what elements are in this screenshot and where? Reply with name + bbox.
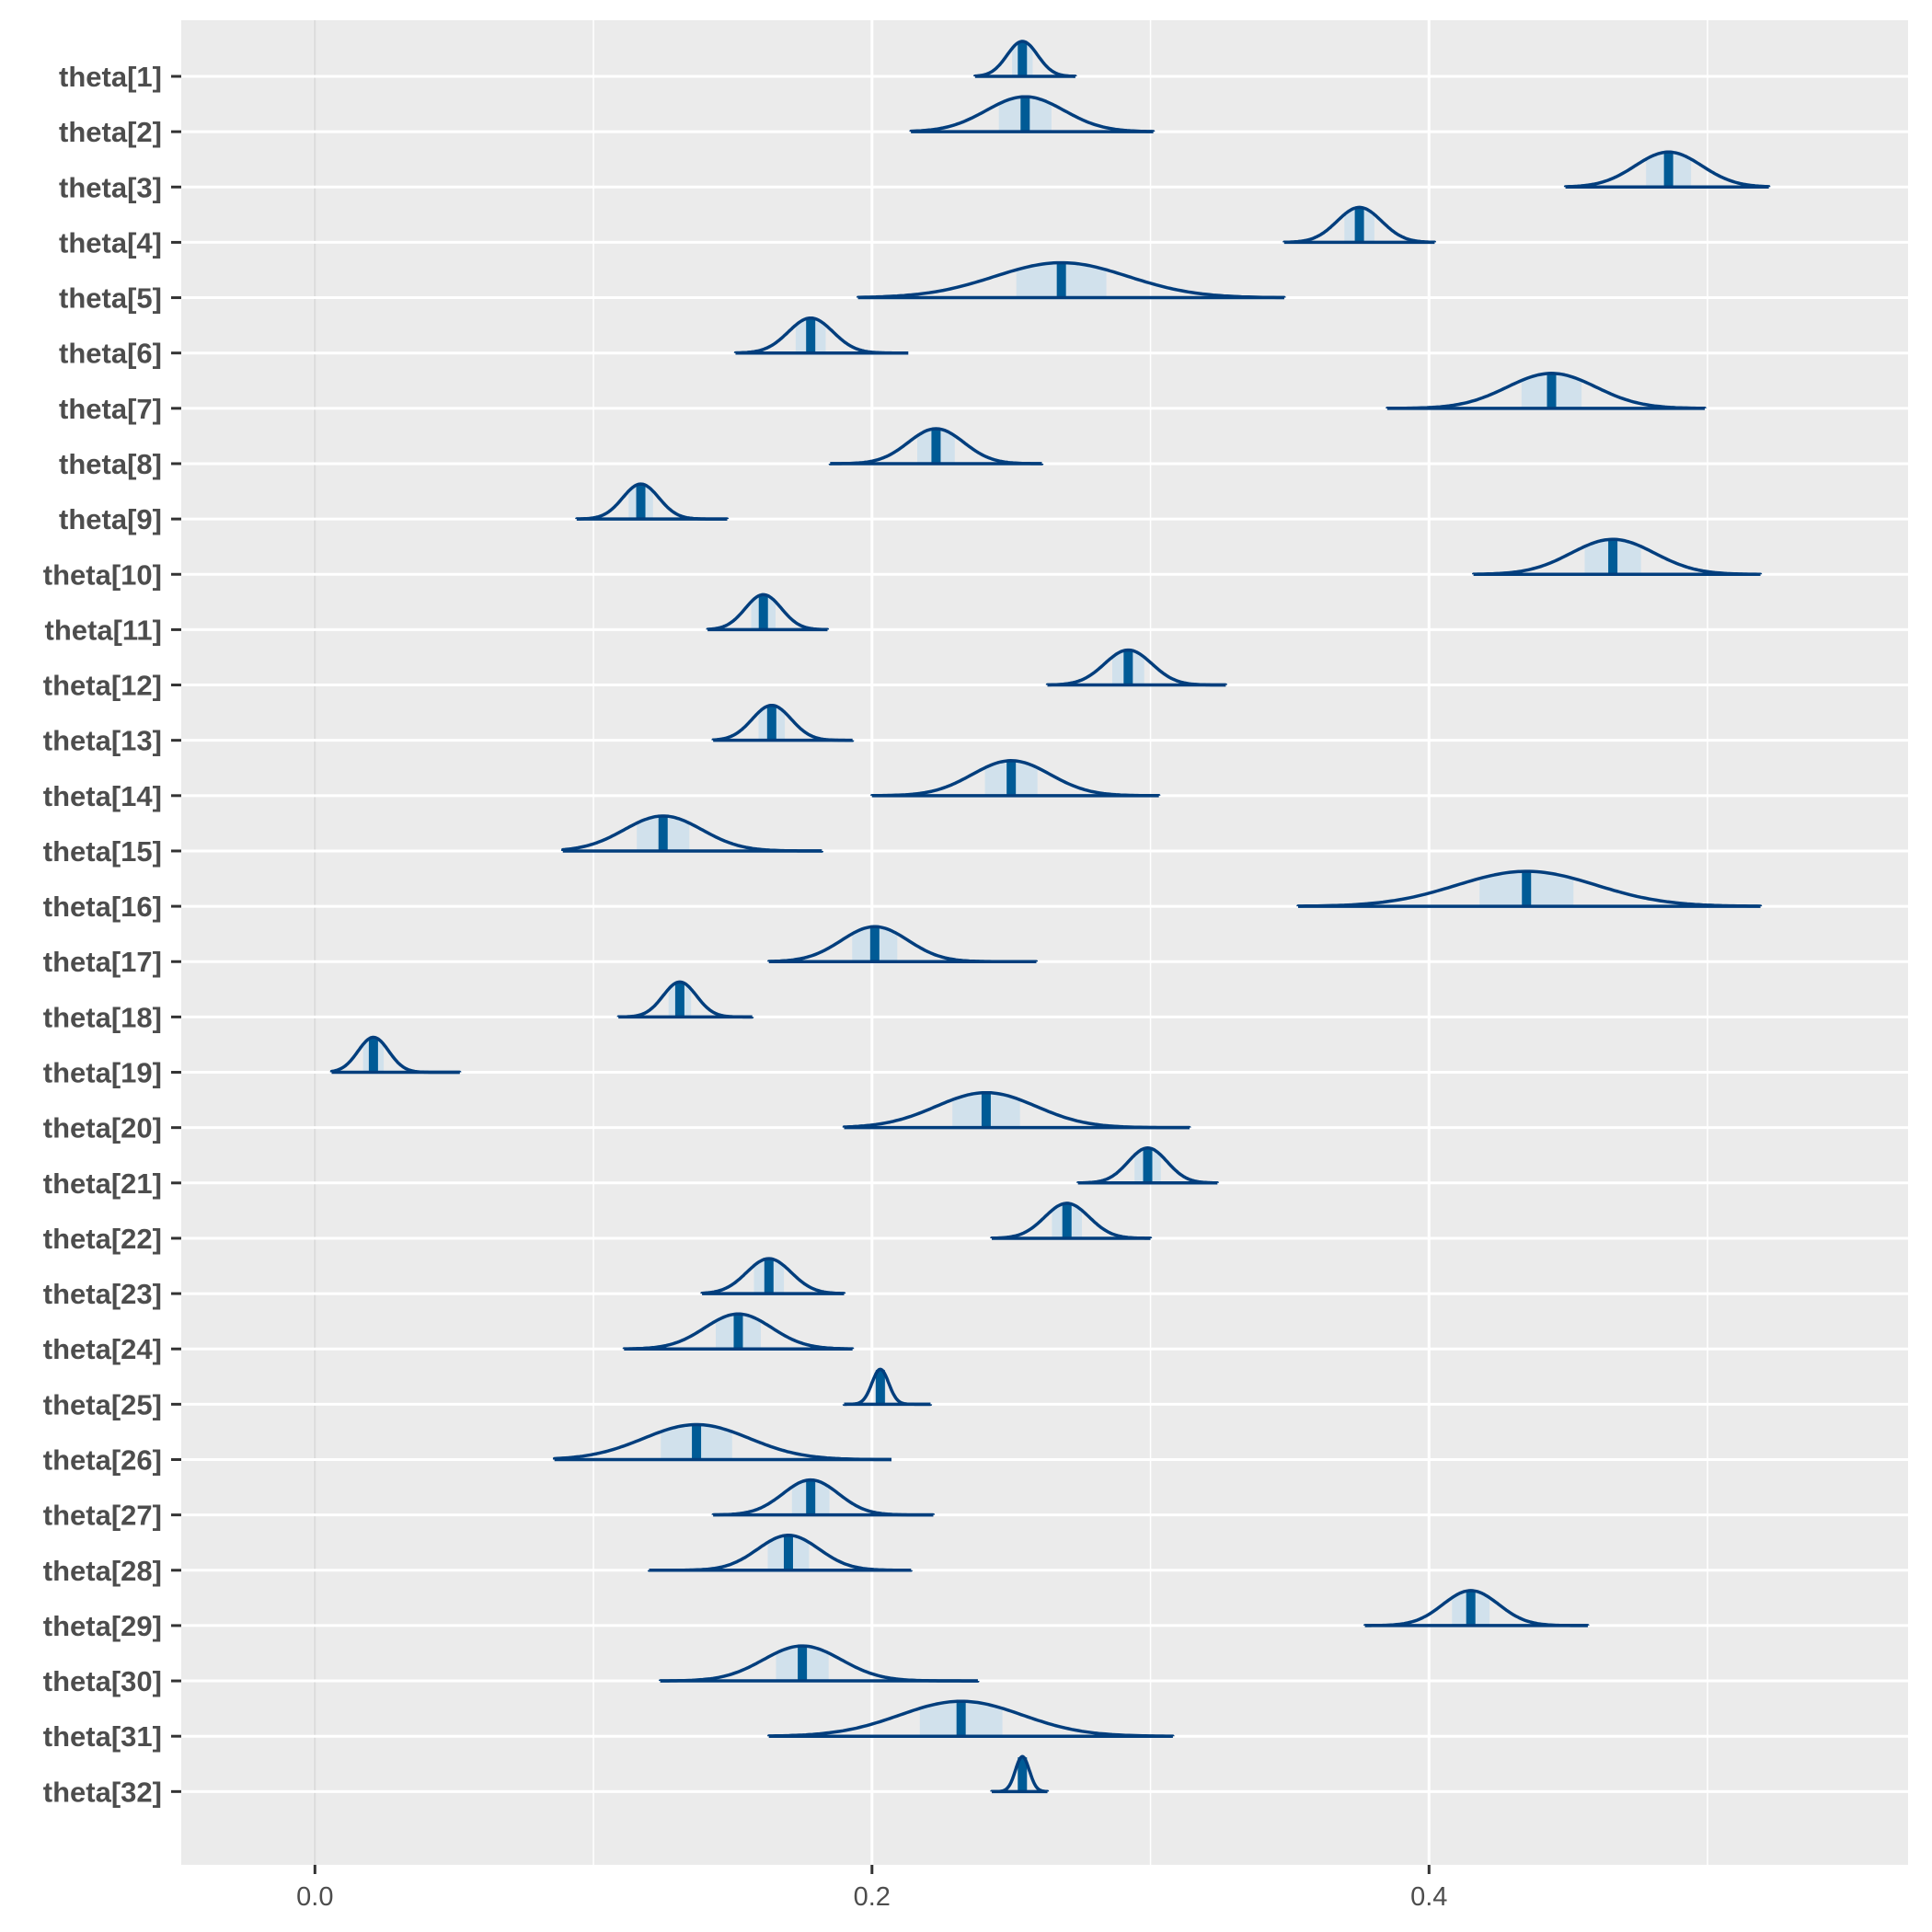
y-tick-label: theta[24]: [43, 1333, 162, 1365]
plot-panel: [181, 20, 1908, 1865]
ridge-density-outline: [1282, 205, 1437, 245]
y-tick-label: theta[21]: [43, 1167, 162, 1200]
y-tick-label: theta[32]: [43, 1776, 162, 1808]
ridge-theta[27]: [711, 1478, 936, 1517]
ridge-density-outline: [622, 1312, 855, 1351]
ridge-theta[26]: [552, 1422, 892, 1462]
ridge-theta[28]: [647, 1534, 913, 1572]
ridge-theta[19]: [329, 1035, 462, 1075]
y-tick-label: theta[11]: [45, 614, 162, 646]
ridge-theta[31]: [767, 1699, 1175, 1738]
ridge-density-outline: [1563, 150, 1771, 189]
x-tick-label: 0.4: [1410, 1882, 1447, 1912]
y-tick-label: theta[31]: [43, 1720, 162, 1753]
y-tick-label: theta[18]: [43, 1001, 162, 1033]
ridge-density-outline: [1296, 869, 1763, 908]
y-tick-label: theta[28]: [43, 1555, 162, 1587]
y-tick-label: theta[26]: [43, 1444, 162, 1477]
y-tick-label: theta[19]: [43, 1057, 162, 1089]
ridge-theta[30]: [658, 1644, 980, 1683]
y-tick-label: theta[30]: [43, 1665, 162, 1697]
y-tick-label: theta[23]: [43, 1278, 162, 1310]
ridge-theta[4]: [1282, 205, 1437, 245]
y-tick-label: theta[12]: [43, 670, 162, 702]
y-tick-label: theta[17]: [43, 946, 162, 978]
y-tick-label: theta[2]: [59, 116, 162, 148]
x-tick-label: 0.0: [296, 1882, 333, 1912]
ridges-layer: [329, 40, 1771, 1794]
y-tick-label: theta[7]: [59, 393, 162, 425]
ridge-theta[23]: [700, 1257, 846, 1295]
ridge-theta[18]: [616, 980, 754, 1019]
y-tick-label: theta[8]: [59, 448, 162, 480]
ridge-theta[21]: [1076, 1146, 1219, 1185]
y-tick-label: theta[15]: [43, 835, 162, 868]
y-tick-label: theta[25]: [43, 1388, 162, 1420]
ridge-theta[10]: [1471, 537, 1763, 577]
ridge-theta[13]: [711, 703, 855, 742]
ridge-theta[1]: [973, 40, 1077, 78]
ridge-density-outline: [767, 1699, 1175, 1738]
ridge-theta[22]: [990, 1202, 1153, 1240]
y-tick-label: theta[20]: [43, 1112, 162, 1144]
y-tick-label: theta[10]: [43, 558, 162, 591]
y-tick-label: theta[22]: [43, 1223, 162, 1255]
ridge-density-outline: [1076, 1146, 1219, 1185]
ridge-density-outline: [1471, 537, 1763, 576]
y-tick-label: theta[27]: [43, 1500, 162, 1532]
y-tick-label: theta[13]: [43, 725, 162, 757]
y-tick-label: theta[5]: [59, 282, 162, 315]
ridge-theta[2]: [909, 95, 1156, 133]
ridge-theta[9]: [575, 482, 730, 521]
y-tick-label: theta[9]: [59, 503, 162, 535]
ridge-theta[11]: [706, 592, 830, 632]
y-tick-label: theta[6]: [59, 338, 162, 370]
ridge-theta[25]: [842, 1367, 933, 1407]
ridge-theta[29]: [1363, 1589, 1590, 1627]
ridge-theta[3]: [1563, 150, 1771, 190]
y-tick-label: theta[29]: [43, 1610, 162, 1642]
ridge-theta[17]: [767, 925, 1039, 963]
ridge-theta[32]: [990, 1754, 1050, 1794]
x-tick-label: 0.2: [854, 1882, 891, 1912]
ridge-theta[6]: [733, 316, 909, 355]
ridge-density-outline: [856, 260, 1286, 300]
ridge-theta[15]: [561, 814, 824, 853]
ridge-theta[5]: [856, 260, 1286, 300]
y-axis: theta[1] theta[2] theta[3] theta[4] theta[5]…: [43, 61, 181, 1808]
ridge-theta[7]: [1386, 372, 1707, 410]
y-tick-label: theta[4]: [59, 226, 162, 259]
ridge-theta[8]: [828, 427, 1044, 466]
ridge-theta[16]: [1296, 869, 1763, 908]
ridge-density-outline: [700, 1257, 846, 1295]
ridge-density-outline: [973, 40, 1077, 78]
ridge-theta[14]: [870, 759, 1161, 798]
x-axis: 0.0 0.2 0.4: [296, 1865, 1447, 1912]
ridge-density-outline: [706, 592, 830, 632]
ridge-theta[20]: [842, 1090, 1191, 1130]
ridge-density-outline: [909, 95, 1156, 133]
y-tick-label: theta[3]: [59, 171, 162, 203]
y-tick-label: theta[16]: [43, 891, 162, 923]
y-tick-label: theta[14]: [43, 780, 162, 812]
ridge-theta[12]: [1045, 648, 1228, 687]
y-tick-label: theta[1]: [59, 61, 162, 93]
ridge-theta[24]: [622, 1312, 855, 1351]
